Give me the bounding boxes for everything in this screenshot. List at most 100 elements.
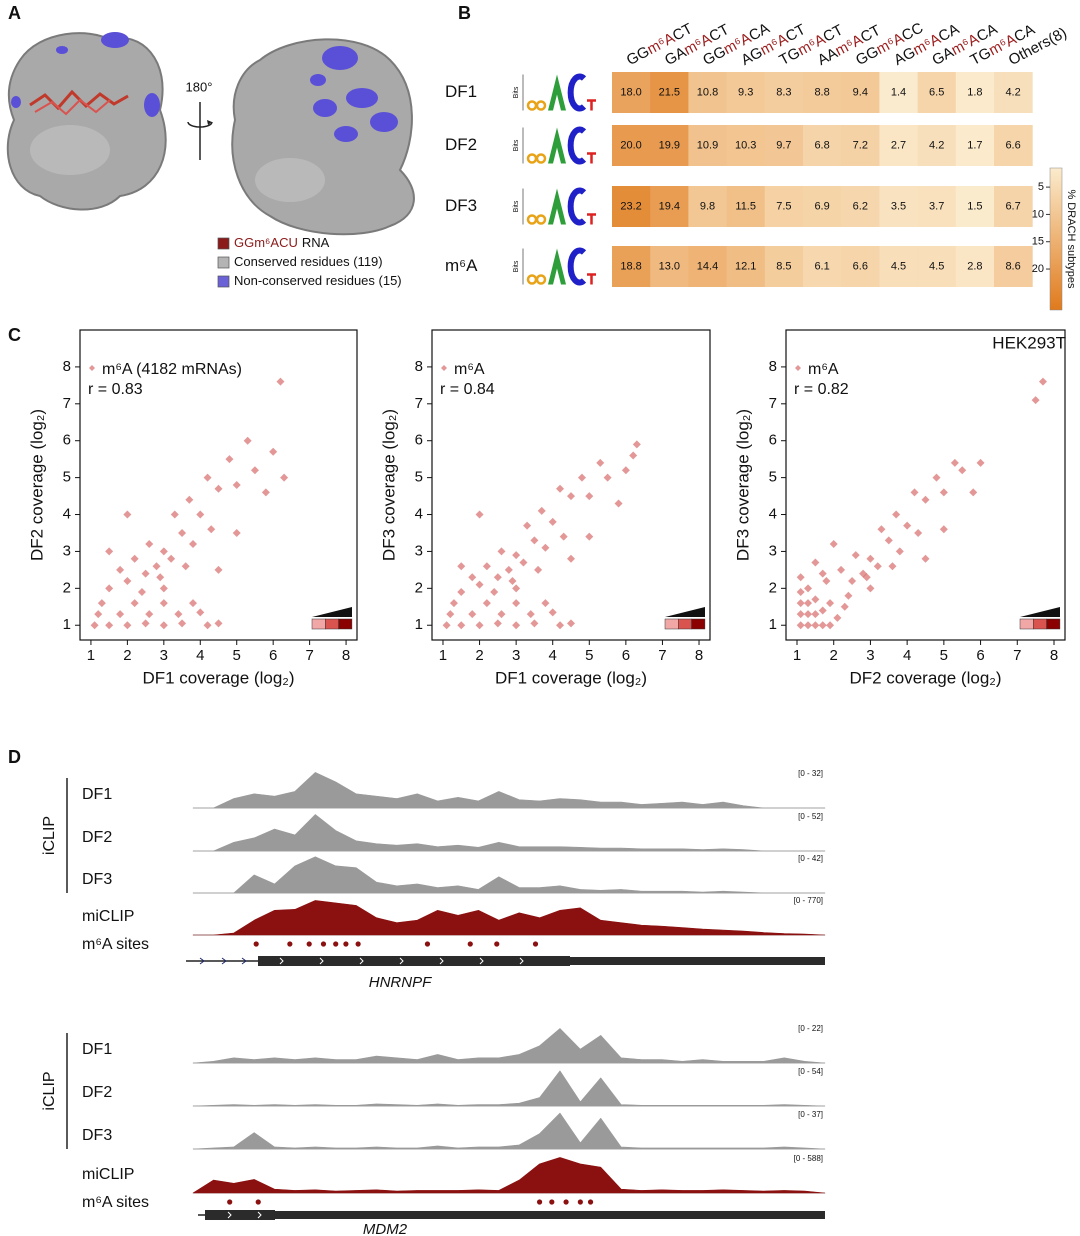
y-tick-label: 7 (769, 395, 777, 412)
scatter-point (523, 521, 532, 530)
y-tick-label: 6 (415, 432, 423, 449)
scatter-point (833, 613, 842, 622)
scatter-point (276, 377, 285, 386)
scatter-point (475, 510, 484, 519)
track-label: DF1 (82, 1041, 112, 1058)
scatter-point (976, 458, 985, 467)
scatter-point (159, 621, 168, 630)
scatter-point (512, 551, 521, 560)
heatmap-cell (688, 186, 728, 227)
rotation-arrow (187, 102, 213, 160)
colorbar (1049, 167, 1063, 311)
colorbar-tick-label: 10 (1032, 208, 1044, 220)
scatter-point (866, 554, 875, 563)
sites-label: m⁶A sites (82, 936, 149, 953)
track-range: [0 - 770] (794, 896, 823, 905)
scatter-point (530, 619, 539, 628)
scatter-point (804, 621, 813, 630)
track-label: DF2 (82, 1084, 112, 1101)
legend-marker (89, 365, 95, 371)
scatter-point (534, 565, 543, 574)
scatter-point (556, 484, 565, 493)
m6a-site (532, 941, 539, 947)
heatmap-cell (612, 246, 651, 287)
m6a-site (287, 941, 293, 947)
scatter-point (446, 610, 455, 619)
track-label: DF1 (82, 786, 112, 803)
scatter-point (804, 599, 813, 608)
scatter-point (468, 573, 477, 582)
legend-text: GGm⁶ACU (234, 235, 298, 250)
logo-letter (535, 214, 547, 225)
logo-axis-label: Bits (513, 139, 520, 151)
scatter-point (512, 621, 521, 630)
cell-label: 6.9 (814, 200, 829, 212)
x-tick-label: 5 (233, 647, 241, 664)
scatter-point (97, 599, 106, 608)
scatter-point (621, 466, 630, 475)
panel-label: D (8, 747, 21, 767)
cell-label: 2.7 (891, 139, 906, 151)
cell-label: 6.1 (814, 260, 829, 272)
scatter-point (152, 562, 161, 571)
heatmap-cell (994, 246, 1033, 287)
heatmap-cell (650, 125, 689, 166)
logo-letter (526, 153, 538, 164)
x-tick-label: 5 (940, 647, 948, 664)
cell-label: 19.4 (659, 200, 680, 212)
heatmap-cell (955, 246, 995, 287)
y-tick-label: 5 (415, 469, 423, 486)
scatter-point (548, 517, 557, 526)
track-range: [0 - 52] (798, 812, 823, 821)
logo-letter (535, 274, 547, 285)
y-tick-label: 7 (63, 395, 71, 412)
scatter-point (232, 481, 241, 489)
x-tick-label: 8 (1050, 647, 1058, 664)
y-tick-label: 8 (769, 358, 777, 375)
legend-text: Conserved residues (119) (234, 254, 383, 269)
y-tick-label: 4 (63, 505, 71, 522)
heatmap-cell (764, 125, 804, 166)
colorbar-tick-label: 5 (1038, 181, 1044, 193)
heatmap-cell (841, 125, 880, 166)
scatter-point (541, 543, 550, 552)
heatmap-cell (688, 72, 728, 113)
scatter-point (145, 540, 154, 549)
cell-label: 9.4 (853, 86, 868, 98)
scatter-point (468, 610, 477, 619)
scatter-point (178, 528, 187, 537)
scatter-point (243, 436, 252, 445)
scatter-point (632, 440, 641, 449)
x-tick-label: 8 (342, 647, 350, 664)
x-tick-label: 7 (658, 647, 666, 664)
scatter-point (826, 599, 835, 608)
x-tick-label: 3 (160, 647, 168, 664)
y-tick-label: 8 (63, 358, 71, 375)
scatter-point (250, 466, 259, 475)
scatter-point (851, 551, 860, 560)
x-tick-label: 4 (549, 647, 557, 664)
x-tick-label: 8 (695, 647, 703, 664)
x-tick-label: 2 (123, 647, 131, 664)
scatter-point (116, 565, 125, 574)
annotation: r = 0.83 (88, 381, 143, 398)
scatter-point (141, 569, 150, 578)
scatter-point (873, 562, 882, 571)
heatmap-cell (994, 186, 1033, 227)
cell-label: 7.2 (853, 139, 868, 151)
x-axis-label: DF1 coverage (log₂) (142, 668, 294, 687)
density-key (665, 607, 705, 617)
scatter-point (188, 540, 197, 549)
m6a-site (577, 1199, 583, 1205)
scatter-point (497, 610, 506, 619)
legend-label: Non-conserved residues (15) (234, 273, 402, 288)
track-label: miCLIP (82, 908, 134, 925)
heatmap-cell (688, 125, 728, 166)
scatter-point (508, 576, 517, 585)
scatter-point (548, 608, 557, 617)
scatter-point (116, 610, 125, 619)
scatter-point (141, 619, 150, 628)
track-range: [0 - 32] (798, 769, 823, 778)
scatter-point (475, 580, 484, 589)
scatter-point (811, 595, 820, 604)
